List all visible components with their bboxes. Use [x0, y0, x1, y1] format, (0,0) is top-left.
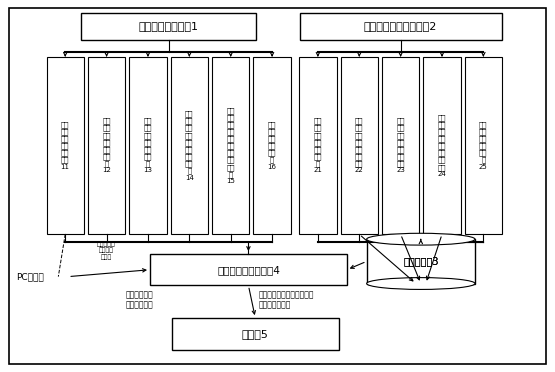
Text: 试验
实时
报警
及处
理单
元
16: 试验 实时 报警 及处 理单 元 16: [268, 121, 276, 170]
Text: 发芽
条件
研究
统计
及优
选单
元
21: 发芽 条件 研究 统计 及优 选单 元 21: [314, 118, 322, 173]
Bar: [212, 57, 249, 234]
Bar: [465, 57, 502, 234]
Text: 数据库模块3: 数据库模块3: [403, 256, 438, 266]
Bar: [81, 13, 256, 40]
Text: 优选
方案
样本
试验
样本
检验
决策
单元
24: 优选 方案 样本 试验 样本 检验 决策 单元 24: [438, 114, 446, 177]
Ellipse shape: [367, 233, 475, 245]
Text: 数据库模块3: 数据库模块3: [403, 256, 438, 266]
Text: 试验
实时
状况
显示
及查
询单
元
13: 试验 实时 状况 显示 及查 询单 元 13: [143, 118, 153, 173]
Bar: [129, 57, 166, 234]
Text: 优选
方案
样本
试验
统计
决策
单元
23: 优选 方案 样本 试验 统计 决策 单元 23: [396, 118, 405, 173]
Bar: [367, 239, 475, 283]
Bar: [88, 57, 125, 234]
Bar: [423, 57, 461, 234]
Text: 发芽
条件
差异
检验
优选
决策
单元
22: 发芽 条件 差异 检验 优选 决策 单元 22: [355, 118, 364, 173]
Text: 优选
方案
样本
试验
参数
及任
务设
置单
元
14: 优选 方案 样本 试验 参数 及任 务设 置单 元 14: [185, 110, 194, 180]
Text: PC上位机: PC上位机: [16, 272, 44, 281]
Text: 传感器反馈的发芽试验实时
过程及结果数据: 传感器反馈的发芽试验实时 过程及结果数据: [258, 291, 314, 310]
Text: 发芽过程监控模块1: 发芽过程监控模块1: [139, 22, 199, 31]
Text: 优选
方案
样本
试验
参数
实时
显示
及查
询单
元
15: 优选 方案 样本 试验 参数 实时 显示 及查 询单 元 15: [226, 107, 235, 184]
Bar: [170, 57, 208, 234]
Bar: [300, 13, 502, 40]
Text: 温度湿度光照
湿度控制信号: 温度湿度光照 湿度控制信号: [125, 291, 153, 310]
Text: 发芽研究辅助决策模块2: 发芽研究辅助决策模块2: [364, 22, 437, 31]
Ellipse shape: [367, 278, 475, 289]
Text: 发芽室5: 发芽室5: [242, 329, 269, 339]
Text: 温度湿度及
控制误差
等参数: 温度湿度及 控制误差 等参数: [97, 241, 116, 260]
Bar: [341, 57, 378, 234]
Bar: [382, 57, 420, 234]
Text: 发芽
过程
参数
及任
务设
置单
元
12: 发芽 过程 参数 及任 务设 置单 元 12: [102, 118, 111, 173]
Text: 发芽试验智能控制器4: 发芽试验智能控制器4: [217, 265, 280, 275]
Text: 发芽
试验
种了
基本
信息
单元
11: 发芽 试验 种了 基本 信息 单元 11: [60, 121, 70, 170]
Bar: [171, 318, 339, 350]
Bar: [150, 254, 347, 285]
Text: 样本
试验
总结
及查
询单
元
25: 样本 试验 总结 及查 询单 元 25: [479, 121, 488, 170]
Bar: [299, 57, 336, 234]
Bar: [47, 57, 84, 234]
Bar: [254, 57, 291, 234]
